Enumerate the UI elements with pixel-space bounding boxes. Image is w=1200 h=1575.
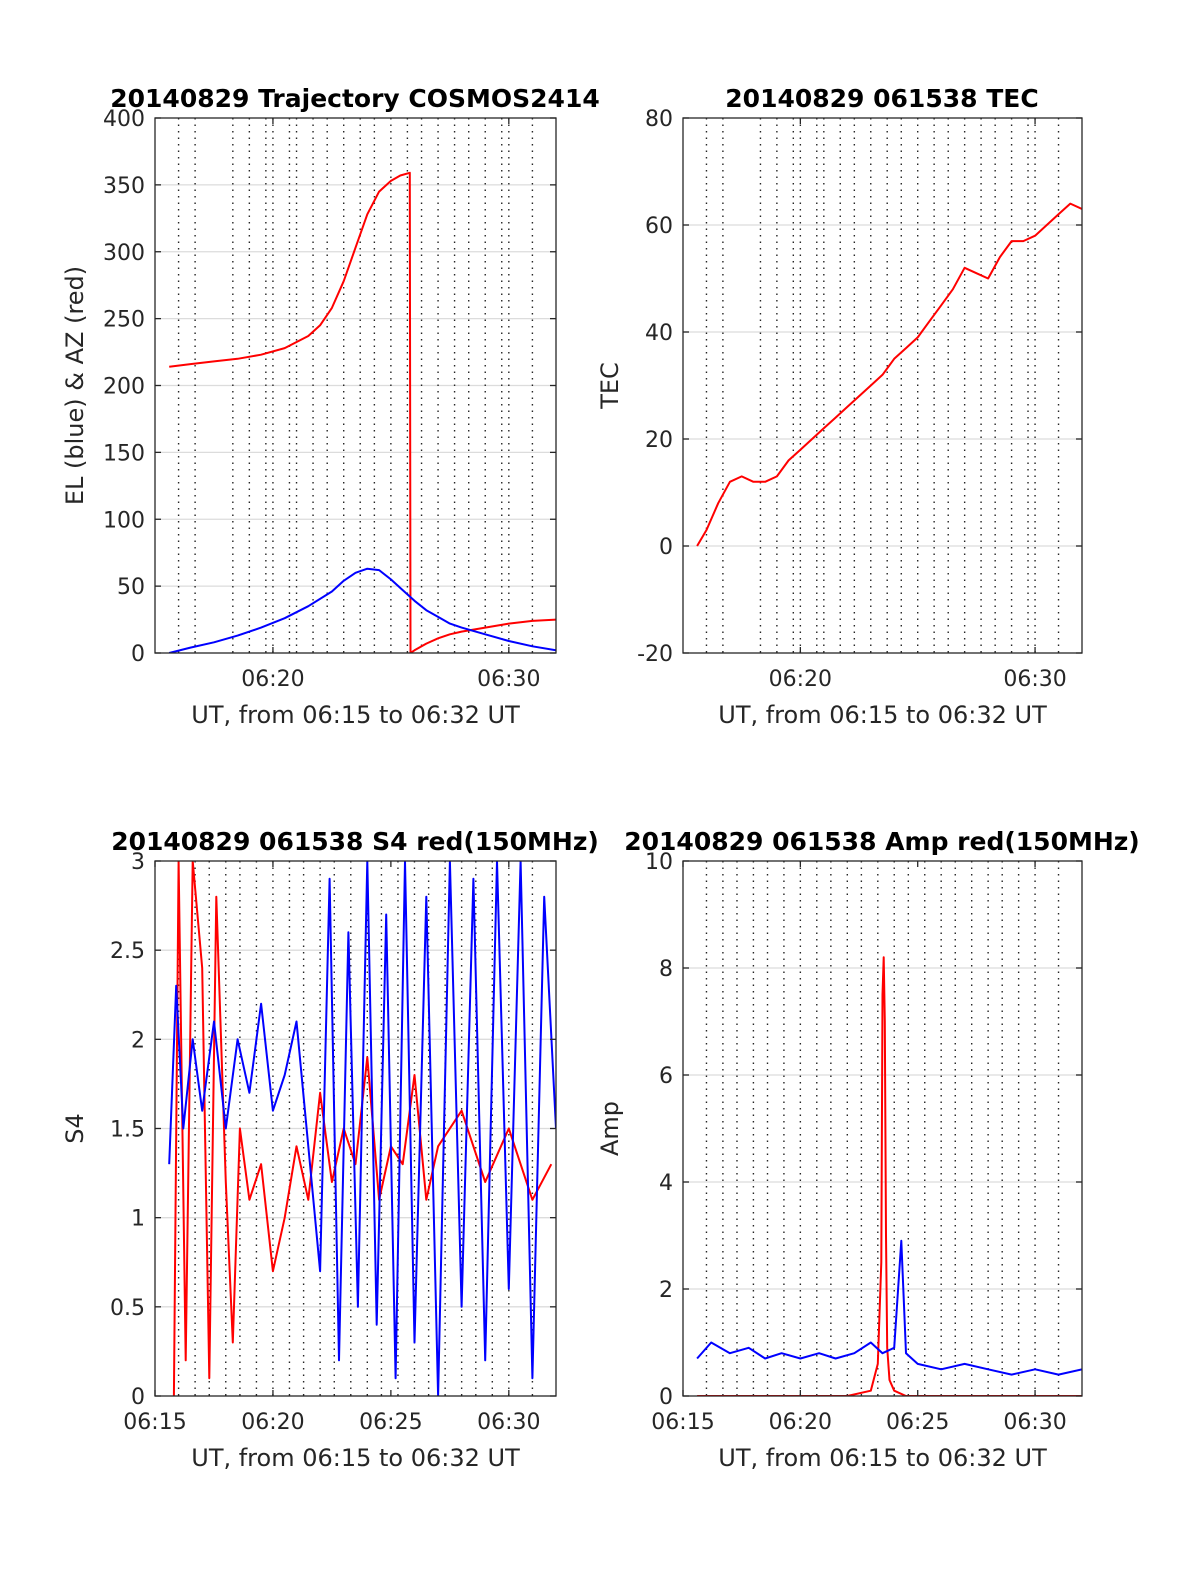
chart-title: 20140829 061538 TEC [725,84,1038,113]
y-tick-label: 2.5 [110,939,145,964]
y-tick-label: 150 [103,441,145,466]
y-tick-label: 50 [117,575,145,600]
y-tick-label: 250 [103,308,145,333]
chart-panel-1: 0 50 100 150 200 250 300 350 400 06:20 06:30 201408… [61,84,600,729]
x-axis-label: UT, from 06:15 to 06:32 UT [718,701,1047,729]
chart-panel-3: 0 0.5 1 1.5 2 2.5 3 06:15 06:20 06:25 06:30 2014082… [61,827,599,1472]
y-tick-label: 10 [645,850,673,875]
y-tick-label: 350 [103,174,145,199]
y-tick-label: 20 [645,428,673,453]
y-tick-label: 40 [645,321,673,346]
y-axis-label: S4 [61,1113,89,1144]
x-tick-label: 06:15 [123,1410,186,1435]
series-line-2 [168,567,556,653]
series-line-1 [169,171,556,653]
x-tick-label: 06:20 [241,1410,304,1435]
y-tick-label: 1.5 [110,1118,145,1143]
x-tick-label: 06:30 [1003,1410,1066,1435]
x-tick-label: 06:30 [477,667,540,692]
series-line-2 [696,1239,1082,1376]
chart-panel-2: -20 0 20 40 60 80 06:20 06:30 20140829 061538 TE… [596,84,1083,729]
chart-title: 20140829 061538 Amp red(150MHz) [624,827,1140,856]
x-axis-label: UT, from 06:15 to 06:32 UT [718,1444,1047,1472]
y-tick-label: 100 [103,508,145,533]
y-tick-label: 300 [103,241,145,266]
y-tick-label: 4 [659,1171,673,1196]
plot-frame [682,117,1083,654]
x-tick-label: 06:20 [769,667,832,692]
series-line-1 [697,956,1082,1396]
y-axis-label: TEC [596,362,624,410]
y-tick-label: 0.5 [110,1296,145,1321]
y-tick-label: 400 [103,107,145,132]
y-tick-label: 0 [659,535,673,560]
y-tick-label: 2 [659,1278,673,1303]
y-tick-label: 8 [659,957,673,982]
y-tick-label: 60 [645,214,673,239]
chart-panel-4: 0 2 4 6 8 10 06:15 06:20 06:25 06:30 20140829 0615… [596,827,1140,1472]
y-axis-label: EL (blue) & AZ (red) [61,266,89,505]
series-line-1 [172,861,553,1396]
series-line-2 [168,861,556,1396]
x-tick-label: 06:30 [477,1410,540,1435]
y-tick-label: -20 [637,642,673,667]
series-line-1 [696,202,1082,547]
x-tick-label: 06:15 [651,1410,714,1435]
y-tick-label: 6 [659,1064,673,1089]
chart-title: 20140829 Trajectory COSMOS2414 [110,84,600,113]
plot-frame [682,860,1083,1397]
y-tick-label: 200 [103,375,145,400]
x-tick-label: 06:20 [241,667,304,692]
x-axis-label: UT, from 06:15 to 06:32 UT [191,701,520,729]
y-tick-label: 2 [131,1028,145,1053]
chart-title: 20140829 061538 S4 red(150MHz) [111,827,599,856]
y-tick-label: 3 [131,850,145,875]
y-tick-label: 0 [659,1385,673,1410]
y-tick-label: 1 [131,1207,145,1232]
y-tick-label: 80 [645,107,673,132]
x-tick-label: 06:30 [1003,667,1066,692]
x-axis-label: UT, from 06:15 to 06:32 UT [191,1444,520,1472]
y-axis-label: Amp [596,1101,624,1156]
y-tick-label: 0 [131,642,145,667]
x-tick-label: 06:20 [769,1410,832,1435]
y-tick-label: 0 [131,1385,145,1410]
x-tick-label: 06:25 [886,1410,949,1435]
x-tick-label: 06:25 [359,1410,422,1435]
